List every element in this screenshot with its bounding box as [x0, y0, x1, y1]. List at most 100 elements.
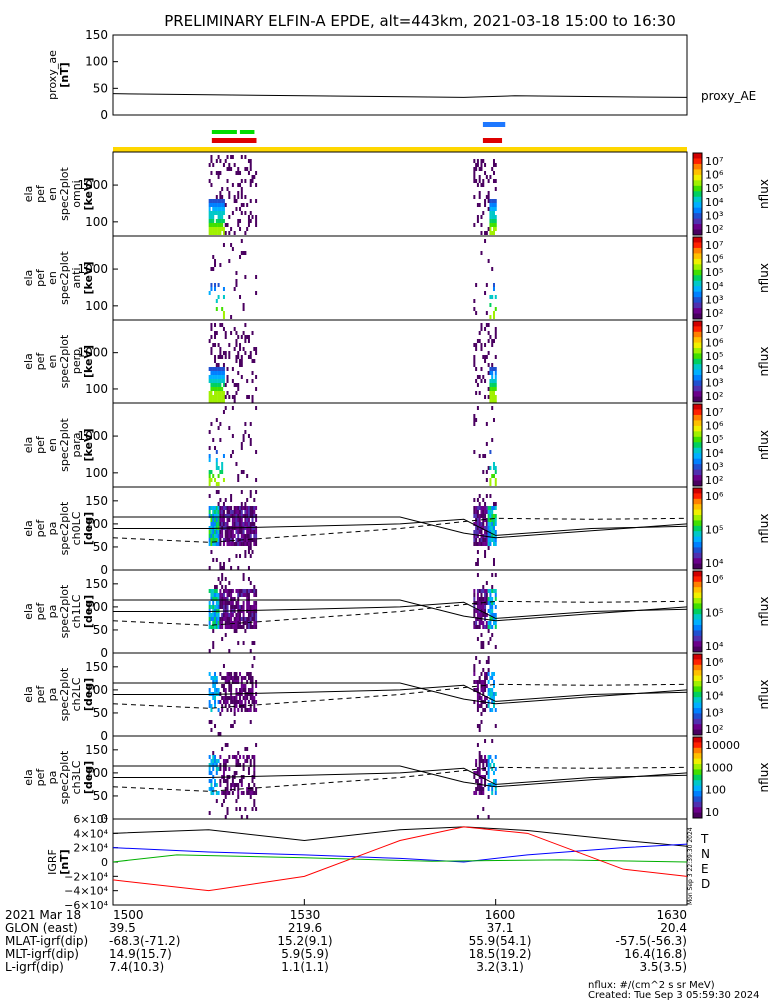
- spec1-pixel: [491, 211, 494, 215]
- spec1-pixel: [221, 187, 224, 191]
- spec1-pixel: [473, 159, 476, 163]
- spec3-pixel: [228, 395, 231, 399]
- axis-row-label: 2021 Mar 18: [5, 908, 81, 922]
- spec8-pixel: [239, 807, 242, 811]
- spec5-pixel: [208, 494, 211, 498]
- spec6-pixel: [487, 641, 490, 645]
- spec3-pixel: [219, 375, 222, 379]
- spec5-pixel: [491, 526, 494, 530]
- spec5-pixel: [242, 514, 245, 518]
- spec3-pixel: [217, 395, 220, 399]
- spec7-pixel: [492, 680, 495, 684]
- spec2-pixel: [475, 311, 478, 315]
- spec1-pixel: [233, 231, 236, 235]
- igrf-legend-D: D: [701, 877, 710, 891]
- spec5-pixel: [237, 510, 240, 514]
- spec4-colorbar-cell: [693, 453, 702, 460]
- spec6-colorbar-tick: 10⁴: [705, 640, 724, 653]
- spec8-pixel: [221, 803, 224, 807]
- spec6-pixel: [482, 597, 485, 601]
- spec6-ytick-label: 150: [85, 577, 108, 591]
- spec2-ylabel: [keV]: [82, 261, 95, 294]
- spec2-pixel: [230, 243, 233, 247]
- spec1-ylabel: spec2plot: [58, 167, 71, 221]
- spec7-pixel: [230, 688, 233, 692]
- igrf-ytick-label: −4×10⁴: [64, 885, 108, 898]
- spec5-pixel: [492, 542, 495, 546]
- spec6-ytick-label: 0: [100, 646, 108, 660]
- spec5-pixel: [482, 498, 485, 502]
- spec8-pixel: [235, 807, 238, 811]
- spec5-pixel: [210, 530, 213, 534]
- spec5-pixel: [228, 530, 231, 534]
- spec1-pixel: [235, 199, 238, 203]
- spec7-colorbar-tick: 10⁵: [705, 673, 723, 686]
- spec3-pixel: [244, 351, 247, 355]
- spec4-pixel: [222, 410, 225, 414]
- spec8-pixel: [222, 771, 225, 775]
- spec8-pixel: [484, 779, 487, 783]
- spec6-pixel: [489, 601, 492, 605]
- spec5-pixel: [222, 542, 225, 546]
- spec4-colorbar-cell: [693, 458, 702, 465]
- spec1-pixel: [208, 203, 211, 207]
- spec8-pixel: [492, 783, 495, 787]
- spec1-pixel: [237, 223, 240, 227]
- igrf-panel: IGRF [nT]6×10⁴4×10⁴2×10⁴0−2×10⁴−4×10⁴−6×1…: [46, 813, 710, 912]
- spec5-pixel: [242, 534, 245, 538]
- spec6-pixel: [208, 621, 211, 625]
- spec3-pixel: [217, 399, 220, 403]
- spec8-pixel: [480, 779, 483, 783]
- spec4-pixel: [208, 478, 211, 482]
- spec8-pixel: [473, 771, 476, 775]
- spec5-pixel: [224, 514, 227, 518]
- spec5-pixel: [492, 514, 495, 518]
- spec1-colorbar-tick: 10²: [705, 223, 723, 236]
- spec6-pixel: [491, 585, 494, 589]
- spec2-pixel: [489, 295, 492, 299]
- spec1-pixel: [208, 163, 211, 167]
- spec4-ylabel: en: [46, 438, 59, 452]
- spec5-pixel: [485, 526, 488, 530]
- spec5-pixel: [230, 534, 233, 538]
- spec1-pixel: [215, 203, 218, 207]
- spec5-pixel: [251, 510, 254, 514]
- spec1-pixel: [219, 207, 222, 211]
- spec5-pixel: [233, 506, 236, 510]
- spec7-pixel: [487, 672, 490, 676]
- spec3-pixel: [491, 399, 494, 403]
- spec6-pixel: [244, 589, 247, 593]
- spec1-pixel: [492, 203, 495, 207]
- spec6-pixel: [226, 617, 229, 621]
- spec1-pixel: [494, 215, 497, 219]
- spec5-pixel: [239, 506, 242, 510]
- spec5-pixel: [230, 530, 233, 534]
- spec5-pixel: [475, 530, 478, 534]
- spec3-ylabel: pef: [34, 352, 47, 371]
- spec1-pixel: [219, 171, 222, 175]
- spec7-pixel: [484, 676, 487, 680]
- spec1-pixel: [478, 175, 481, 179]
- spec5-pixel: [489, 534, 492, 538]
- spec7-pixel: [487, 656, 490, 660]
- spec5-pixel: [242, 506, 245, 510]
- spec2-pixel: [242, 251, 245, 255]
- spec1-pixel: [208, 207, 211, 211]
- spec7-pixel: [478, 704, 481, 708]
- spec3-pixel: [221, 391, 224, 395]
- spec6-pixel: [219, 605, 222, 609]
- spec5-pixel: [494, 506, 497, 510]
- spec1-pixel: [210, 231, 213, 235]
- spec6-pixel: [224, 621, 227, 625]
- spec2-pixel: [222, 311, 225, 315]
- spec1-frame: [112, 151, 688, 237]
- spec4-colorbar-cell: [693, 464, 702, 471]
- spec5-colorbar-cell: [693, 531, 702, 538]
- spec2-pixel: [221, 307, 224, 311]
- spec1-pixel: [480, 163, 483, 167]
- spec5-pixel: [244, 554, 247, 558]
- spec5-pixel: [240, 542, 243, 546]
- ae-ytick-label: 150: [85, 28, 108, 42]
- spec1-pixel: [489, 219, 492, 223]
- spec6-pixel: [212, 617, 215, 621]
